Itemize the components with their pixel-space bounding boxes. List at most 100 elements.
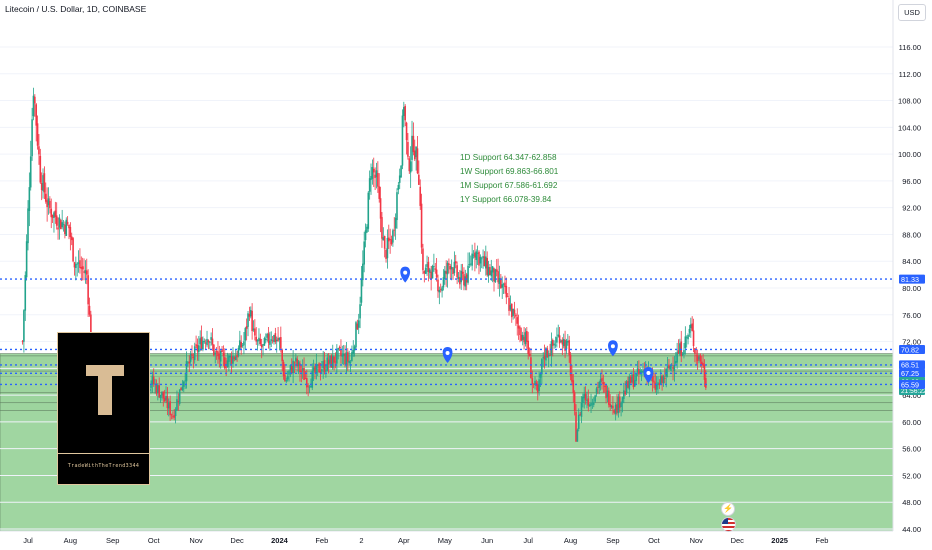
- candle-body: [382, 237, 385, 241]
- lightning-icon[interactable]: ⚡: [721, 502, 735, 516]
- candle-body: [55, 215, 58, 226]
- candle: [598, 380, 601, 395]
- candle-body: [151, 375, 154, 385]
- y-tick-label: 52.00: [902, 471, 921, 480]
- candle: [372, 157, 375, 187]
- candle: [431, 264, 434, 279]
- candle-body: [181, 386, 184, 390]
- candle-body: [228, 355, 230, 362]
- candle: [274, 327, 277, 345]
- candle: [387, 224, 390, 249]
- candle: [357, 313, 360, 335]
- candle-body: [305, 378, 308, 388]
- candle: [703, 359, 706, 387]
- candle-body: [621, 397, 624, 404]
- candle-body: [248, 314, 251, 317]
- candle: [398, 168, 401, 190]
- candle: [497, 258, 499, 290]
- candle: [551, 338, 554, 357]
- candle: [505, 277, 508, 305]
- candle-body: [695, 355, 698, 357]
- candle: [204, 339, 207, 350]
- candle: [506, 292, 509, 298]
- candle-body: [178, 389, 181, 404]
- candle: [413, 139, 416, 161]
- candle: [528, 347, 531, 357]
- candle: [602, 374, 605, 393]
- time-axis-bg: [0, 531, 893, 550]
- candle: [561, 337, 564, 356]
- candle-body: [243, 341, 245, 346]
- candle-body: [225, 366, 227, 368]
- candle: [592, 397, 595, 408]
- candle-body: [450, 266, 453, 270]
- candle-body: [449, 265, 452, 270]
- candle: [542, 352, 545, 368]
- candle: [480, 256, 483, 269]
- candle-body: [398, 175, 401, 183]
- candle: [66, 216, 69, 226]
- candle: [255, 327, 258, 345]
- candle: [594, 394, 596, 403]
- candle-body: [424, 267, 427, 274]
- candle-body: [173, 415, 176, 418]
- candle-body: [561, 339, 564, 345]
- candle-body: [434, 268, 437, 270]
- candle-body: [340, 349, 342, 356]
- candle-body: [297, 361, 300, 366]
- candle: [564, 330, 566, 359]
- candle-body: [289, 364, 292, 371]
- candle-body: [226, 360, 229, 367]
- candle: [68, 224, 70, 240]
- candle: [155, 379, 158, 396]
- candle: [79, 248, 81, 274]
- candle: [32, 87, 35, 121]
- candle: [65, 217, 68, 236]
- y-tick-label: 48.00: [902, 498, 921, 507]
- candle-body: [267, 333, 270, 343]
- candle-body: [157, 385, 159, 393]
- candle: [490, 259, 493, 281]
- us-flag-icon[interactable]: [721, 517, 736, 532]
- candle: [237, 345, 240, 358]
- candle: [405, 121, 408, 155]
- currency-button[interactable]: USD: [898, 4, 926, 21]
- candle-body: [620, 402, 622, 408]
- candle-body: [579, 414, 581, 416]
- candle: [467, 252, 469, 285]
- candle-body: [426, 264, 428, 267]
- candle-body: [546, 348, 549, 358]
- candle-body: [296, 358, 299, 367]
- candle: [620, 401, 622, 417]
- candle: [35, 102, 37, 142]
- candle-body: [401, 115, 404, 166]
- event-markers: [400, 266, 654, 384]
- candle-body: [513, 309, 516, 314]
- candle-body: [285, 380, 288, 382]
- candle: [635, 372, 637, 385]
- map-pin-dot: [646, 371, 651, 376]
- candle: [532, 383, 535, 389]
- x-tick-label: 2024: [271, 536, 289, 545]
- candle-body: [625, 381, 628, 393]
- candle-body: [691, 323, 693, 331]
- candle: [378, 173, 381, 203]
- candle: [167, 398, 170, 417]
- candle: [668, 358, 670, 371]
- candle-body: [325, 370, 327, 372]
- candle: [437, 274, 439, 298]
- candle: [244, 326, 247, 350]
- candle: [538, 371, 540, 396]
- candle-body: [357, 320, 360, 328]
- candle-body: [300, 370, 303, 373]
- candle-body: [684, 336, 687, 349]
- candle: [659, 369, 662, 386]
- candle-body: [68, 224, 70, 229]
- candle-body: [282, 361, 285, 377]
- candle: [474, 242, 476, 272]
- candle: [36, 115, 39, 150]
- candle: [46, 187, 48, 222]
- grid: [0, 46, 893, 530]
- candle: [54, 201, 57, 224]
